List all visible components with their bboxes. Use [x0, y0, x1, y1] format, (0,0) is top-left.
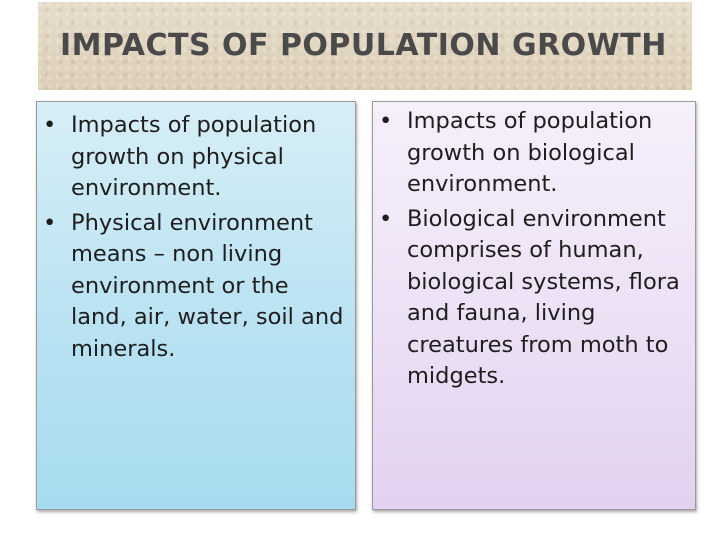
right-bullet-list: • Impacts of population growth on biolog…	[379, 106, 691, 396]
biological-environment-panel: • Impacts of population growth on biolog…	[372, 101, 696, 510]
physical-environment-panel: • Impacts of population growth on physic…	[36, 101, 356, 510]
slide-title: IMPACTS OF POPULATION GROWTH	[60, 28, 667, 63]
bullet-text: Physical environment means – non living …	[71, 209, 344, 362]
bullet-icon: •	[43, 112, 57, 138]
bullet-icon: •	[43, 209, 57, 236]
bullet-item: • Physical environment means – non livin…	[43, 208, 349, 366]
title-bar: IMPACTS OF POPULATION GROWTH	[38, 2, 692, 90]
bullet-item: • Impacts of population growth on biolog…	[379, 106, 691, 201]
left-bullet-list: • Impacts of population growth on physic…	[43, 110, 349, 368]
bullet-icon: •	[379, 108, 393, 134]
bullet-item: • Impacts of population growth on physic…	[43, 110, 349, 205]
bullet-item: • Biological environment comprises of hu…	[379, 204, 691, 393]
bullet-icon: •	[379, 205, 393, 232]
bullet-text: Biological environment comprises of huma…	[407, 205, 680, 390]
bullet-text: Impacts of population growth on biologic…	[407, 108, 653, 197]
bullet-text: Impacts of population growth on physical…	[71, 112, 317, 201]
